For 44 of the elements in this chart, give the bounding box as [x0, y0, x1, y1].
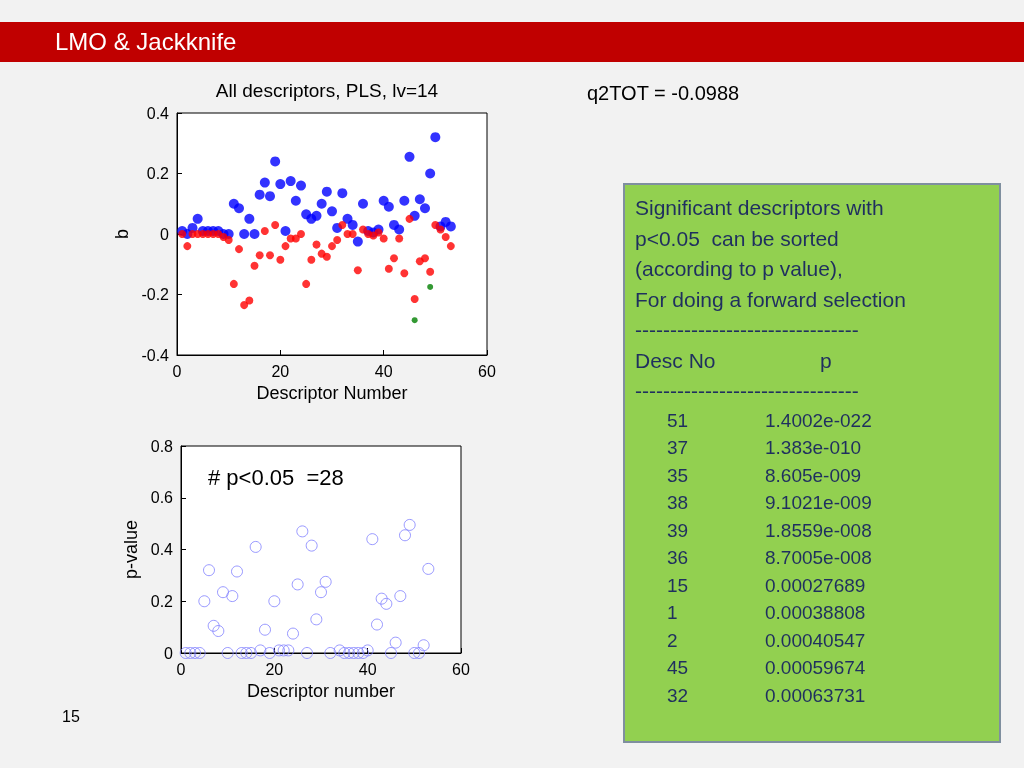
text: 2 0.00040547: [667, 629, 866, 651]
text: --------------------------------: [635, 317, 860, 343]
y-axis-title: p-value: [120, 519, 141, 580]
text: For doing a forward selection: [635, 286, 907, 313]
text: --------------------------------: [635, 378, 860, 404]
text: q2TOT = -0.0988: [587, 82, 740, 105]
x-tick-label: 20: [265, 660, 284, 678]
y-tick-label: 0.4: [150, 541, 174, 558]
text: 32 0.00063731: [667, 684, 866, 706]
text: Significant descriptors with: [635, 195, 885, 221]
y-tick-label: 0.6: [150, 489, 174, 507]
y-tick-label: -0.2: [141, 286, 170, 303]
x-tick-label: 60: [478, 362, 496, 380]
y-tick-label: 0.4: [146, 104, 170, 122]
text: LMO & Jackknife: [0, 22, 1024, 62]
text: 39 1.8559e-008: [667, 519, 872, 541]
text: (according to p value),: [635, 256, 844, 282]
x-tick-label: 40: [358, 660, 377, 678]
x-axis-title: Descriptor Number: [256, 382, 408, 403]
chart-title: All descriptors, PLS, lv=14: [215, 80, 439, 101]
text: 38 9.1021e-009: [667, 492, 872, 513]
text: p<0.05 can be sorted: [635, 225, 840, 252]
text: 51 1.4002e-022: [667, 409, 872, 431]
x-tick-label: 0: [176, 660, 186, 678]
y-tick-label: 0.2: [146, 165, 170, 182]
text: 45 0.00059674: [667, 657, 866, 678]
text: Desc No p: [635, 348, 832, 372]
text: 36 8.7005e-008: [667, 547, 872, 568]
y-tick-label: 0: [160, 225, 170, 243]
x-tick-label: 40: [374, 362, 393, 380]
annotation: # p<0.05 =28: [208, 465, 344, 491]
y-tick-label: 0.8: [150, 437, 174, 455]
x-tick-label: 60: [452, 660, 470, 678]
text: 15 0.00027689: [667, 574, 866, 596]
text: 15: [62, 708, 80, 726]
text: 37 1.383e-010: [667, 437, 862, 458]
y-axis-title: b: [111, 228, 132, 240]
x-axis-title: Descriptor number: [246, 680, 396, 701]
text: 1 0.00038808: [667, 602, 866, 623]
x-tick-label: 20: [271, 362, 290, 380]
y-tick-label: 0.2: [150, 592, 174, 610]
y-tick-label: -0.4: [141, 346, 170, 364]
y-tick-label: 0: [164, 644, 174, 662]
text: 35 8.605e-009: [667, 464, 862, 486]
